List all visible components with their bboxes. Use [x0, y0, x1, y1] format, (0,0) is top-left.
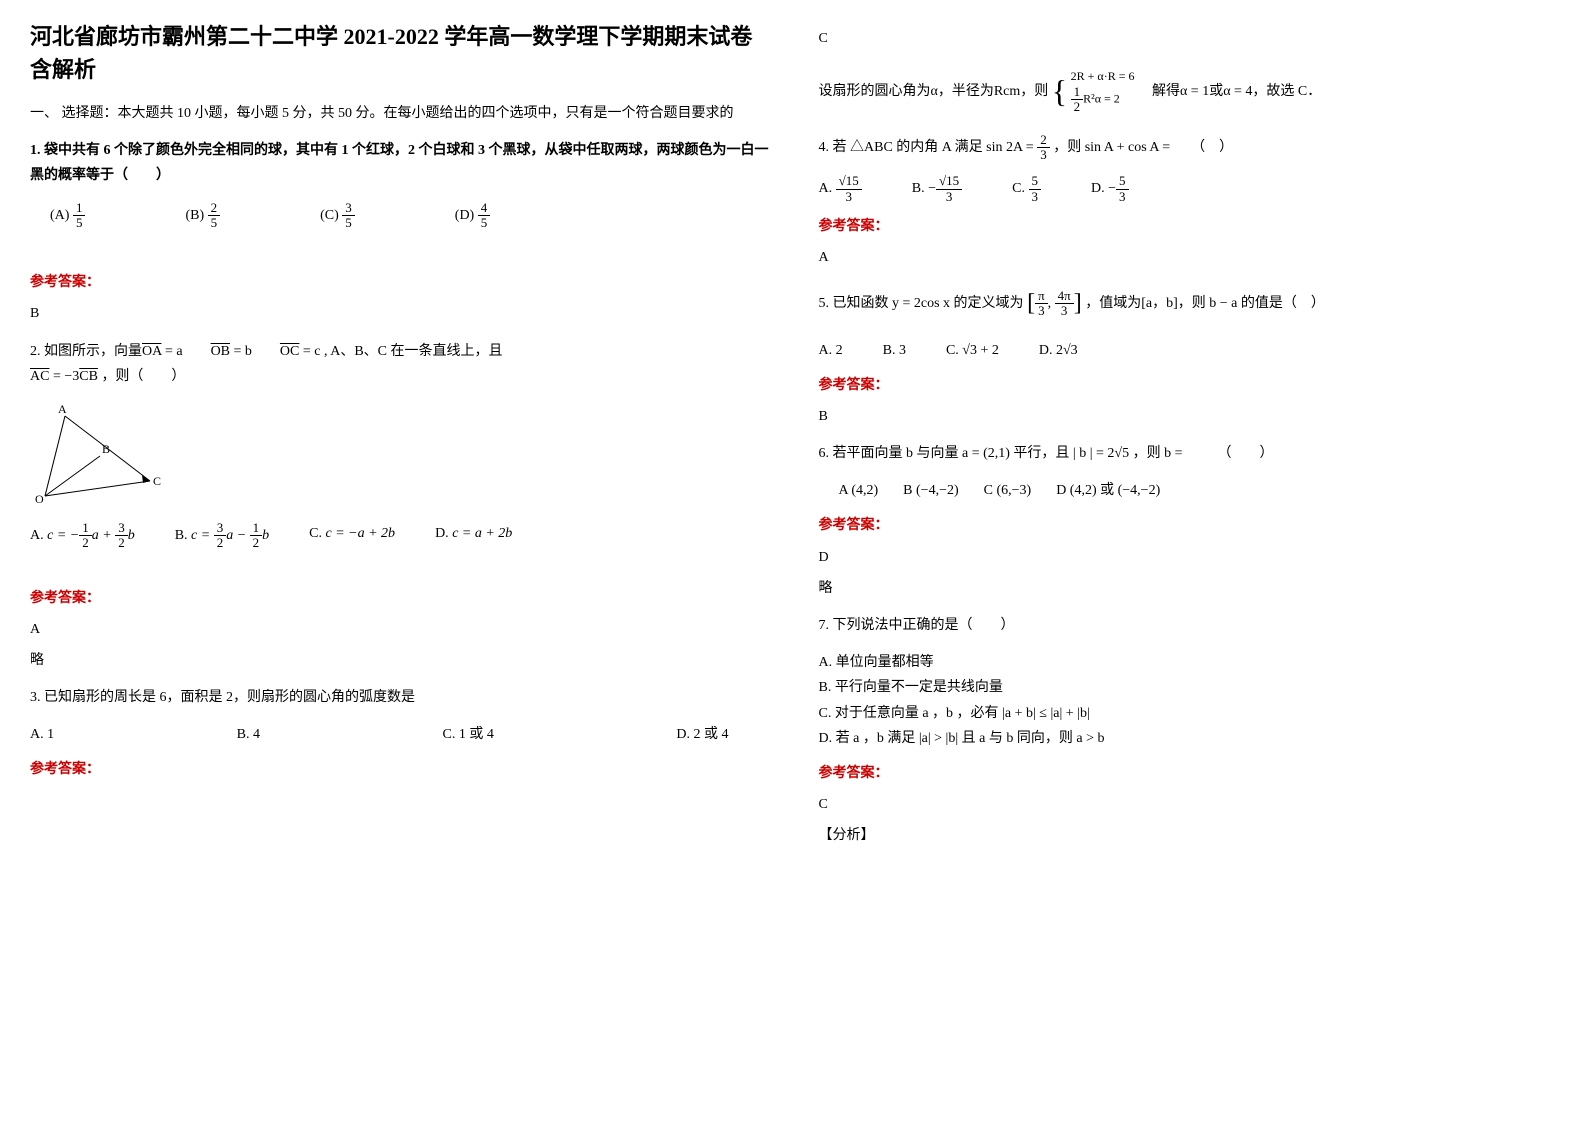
q1-options: (A) 15 (B) 25 (C) 35 (D) 45: [30, 201, 769, 231]
q7-A: A. 单位向量都相等: [819, 650, 1558, 675]
q1-B: (B) 25: [185, 201, 220, 231]
q6-ans2: 略: [819, 576, 1558, 601]
q3-C: C. 1 或 4: [443, 722, 494, 747]
q2-ans-label: 参考答案：: [30, 586, 769, 611]
q3-A: A. 1: [30, 722, 54, 747]
q4-C: C. 53: [1012, 174, 1041, 204]
q1-C: (C) 35: [320, 201, 355, 231]
q5-B: B. 3: [883, 338, 906, 363]
q7-C: C. 对于任意向量 a ，b ，必有 |a + b| ≤ |a| + |b|: [819, 701, 1558, 726]
q6-options: A (4,2) B (−4,−2) C (6,−3) D (4,2) 或 (−4…: [819, 478, 1558, 503]
q5-A: A. 2: [819, 338, 843, 363]
q7-ans2: 【分析】: [819, 823, 1558, 848]
q2-ans2: 略: [30, 648, 769, 673]
q6-ans-label: 参考答案：: [819, 513, 1558, 538]
q3-ans-label: 参考答案：: [30, 757, 769, 782]
q1-D: (D) 45: [455, 201, 490, 231]
q7-B: B. 平行向量不一定是共线向量: [819, 675, 1558, 700]
q6-B: B (−4,−2): [903, 478, 958, 503]
q5-options: A. 2 B. 3 C. √3 + 2 D. 2√3: [819, 338, 1558, 363]
q5-ans: B: [819, 404, 1558, 429]
q6-ans: D: [819, 545, 1558, 570]
q2-ans: A: [30, 617, 769, 642]
q2-options: A. c = −12a + 32b B. c = 32a − 12b C. c …: [30, 521, 769, 551]
q7-D: D. 若 a ，b 满足 |a| > |b| 且 a 与 b 同向，则 a > …: [819, 726, 1558, 751]
q7-ans-label: 参考答案：: [819, 761, 1558, 786]
q2-stem: 2. 如图所示，向量OA = a OB = b OC = c , A、B、C 在…: [30, 339, 769, 389]
q5-ans-label: 参考答案：: [819, 373, 1558, 398]
q5-stem: 5. 已知函数 y = 2cos x 的定义域为 [π3, 4π3] ，值域为[…: [819, 282, 1558, 325]
left-column: 河北省廊坊市霸州第二十二中学 2021-2022 学年高一数学理下学期期末试卷含…: [30, 20, 769, 855]
q3-expl: 设扇形的圆心角为α，半径为Rcm，则 { 2R + α·R = 6 12R²α …: [819, 63, 1558, 121]
q6-A: A (4,2): [839, 478, 879, 503]
diag-O: O: [35, 492, 44, 506]
q2-B: B. c = 32a − 12b: [175, 521, 269, 551]
q2-C: C. c = −a + 2b: [309, 521, 395, 551]
q2-A: A. c = −12a + 32b: [30, 521, 135, 551]
q3-ans: C: [819, 26, 1558, 51]
q4-D: D. −53: [1091, 174, 1129, 204]
q1-stem: 1. 袋中共有 6 个除了颜色外完全相同的球，其中有 1 个红球，2 个白球和 …: [30, 138, 769, 188]
q3-stem: 3. 已知扇形的周长是 6，面积是 2，则扇形的圆心角的弧度数是: [30, 685, 769, 710]
diag-B: B: [102, 442, 110, 456]
q2-D: D. c = a + 2b: [435, 521, 512, 551]
q3-options: A. 1 B. 4 C. 1 或 4 D. 2 或 4: [30, 722, 769, 747]
q3-D: D. 2 或 4: [676, 722, 728, 747]
q1-ans-label: 参考答案：: [30, 270, 769, 295]
q4-stem: 4. 若 △ABC 的内角 A 满足 sin 2A = 23 ，则 sin A …: [819, 133, 1558, 163]
q4-options: A. √153 B. −√153 C. 53 D. −53: [819, 174, 1558, 204]
q5-D: D. 2√3: [1039, 338, 1078, 363]
q7-stem: 7. 下列说法中正确的是（ ）: [819, 613, 1558, 638]
title: 河北省廊坊市霸州第二十二中学 2021-2022 学年高一数学理下学期期末试卷含…: [30, 20, 769, 86]
q5-C: C. √3 + 2: [946, 338, 999, 363]
q4-A: A. √153: [819, 174, 862, 204]
diag-A: A: [58, 402, 67, 416]
q6-C: C (6,−3): [984, 478, 1032, 503]
diag-C: C: [153, 474, 161, 488]
right-column: C 设扇形的圆心角为α，半径为Rcm，则 { 2R + α·R = 6 12R²…: [819, 20, 1558, 855]
q6-stem: 6. 若平面向量 b 与向量 a = (2,1) 平行，且 | b | = 2√…: [819, 441, 1558, 466]
q4-B: B. −√153: [912, 174, 962, 204]
section-head: 一、 选择题：本大题共 10 小题，每小题 5 分，共 50 分。在每小题给出的…: [30, 101, 769, 126]
q3-B: B. 4: [237, 722, 260, 747]
q6-D: D (4,2) 或 (−4,−2): [1056, 478, 1160, 503]
q4-ans: A: [819, 245, 1558, 270]
q7-ans: C: [819, 792, 1558, 817]
q4-ans-label: 参考答案：: [819, 214, 1558, 239]
q1-A: (A) 15: [50, 201, 85, 231]
q2-diagram: A B C O: [30, 401, 769, 511]
q1-ans: B: [30, 301, 769, 326]
